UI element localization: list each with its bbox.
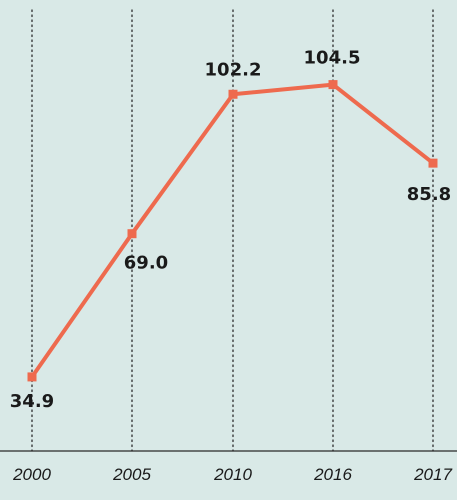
data-labels: 34.9 69.0 102.2 104.5 85.8 bbox=[10, 48, 451, 412]
data-label-2016: 104.5 bbox=[304, 48, 361, 69]
x-tick-label-2005: 2005 bbox=[112, 465, 151, 484]
data-label-2010: 102.2 bbox=[205, 59, 262, 80]
x-tick-label-2016: 2016 bbox=[313, 465, 352, 484]
x-tick-label-2017: 2017 bbox=[413, 465, 452, 484]
marker-2017 bbox=[428, 158, 438, 168]
data-label-2005: 69.0 bbox=[124, 253, 168, 274]
data-label-2017: 85.8 bbox=[407, 184, 451, 205]
series-markers bbox=[27, 80, 438, 382]
marker-2005 bbox=[127, 229, 137, 239]
marker-2016 bbox=[328, 80, 338, 90]
marker-2010 bbox=[228, 89, 238, 99]
x-tick-label-2010: 2010 bbox=[213, 465, 252, 484]
x-axis-tick-labels: 2000 2005 2010 2016 2017 bbox=[12, 465, 452, 484]
data-label-2000: 34.9 bbox=[10, 391, 54, 412]
marker-2000 bbox=[27, 372, 37, 382]
x-tick-label-2000: 2000 bbox=[12, 465, 51, 484]
